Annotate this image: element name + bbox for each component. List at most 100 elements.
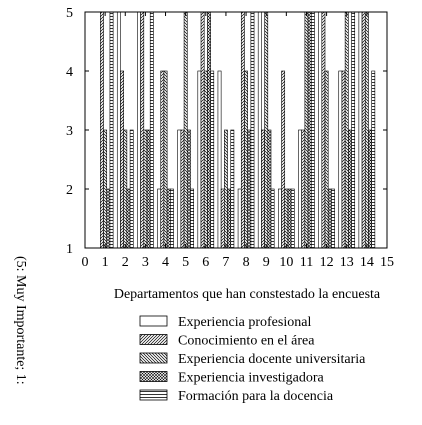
x-tick-label: 0: [82, 255, 89, 270]
bar-dept-8-series-5: [250, 11, 255, 249]
legend-label-series-5: Formación para la docencia: [178, 389, 334, 404]
x-tick-label: 13: [340, 255, 354, 270]
bar-dept-14-series-3: [364, 11, 369, 249]
legend-swatch-series-5: [139, 389, 168, 401]
bar-dept-9-series-3: [264, 11, 269, 249]
y-axis: 1 2 3 4 5: [66, 6, 387, 257]
legend-label-series-4: Experiencia investigadora: [178, 371, 325, 386]
legend-label-series-3: Experiencia docente universitaria: [178, 352, 366, 367]
bar-dept-13-series-2: [341, 70, 346, 249]
legend-label-series-2: Conocimiento en el área: [178, 334, 315, 349]
bar-dept-7-series-4: [227, 188, 232, 249]
bar-dept-11-series-4: [307, 11, 312, 249]
x-tick-label: 6: [202, 255, 209, 270]
bar-dept-4-series-3: [163, 70, 168, 249]
x-tick-label: 14: [360, 255, 374, 270]
bar-dept-3-series-3: [143, 129, 148, 249]
bar-dept-14-series-2: [361, 11, 366, 249]
bar-dept-10-series-5: [290, 188, 295, 249]
bar-dept-9-series-1: [257, 11, 262, 249]
plot-area: [85, 12, 387, 248]
bar-dept-11-series-2: [301, 129, 306, 249]
bar-dept-9-series-2: [261, 129, 265, 249]
legend-swatch-series-3: [139, 352, 168, 364]
bar-dept-5-series-4: [186, 129, 191, 249]
x-tick-label: 11: [300, 255, 313, 270]
y-tick-label: 4: [66, 65, 73, 80]
bar-dept-8-series-1: [237, 188, 242, 249]
x-tick-label: 12: [320, 255, 334, 270]
x-tick-label: 15: [380, 255, 394, 270]
y-tick-label: 5: [66, 6, 73, 21]
bar-dept-1-series-4: [106, 188, 111, 249]
y-axis-title: (5: Muy Importante; 1:: [13, 256, 28, 385]
x-axis: 0 1 2 3 4 5 6 7 8 9 10 11 12 13 14 15: [82, 12, 394, 270]
bar-dept-11-series-5: [310, 11, 315, 249]
x-tick-label: 9: [263, 255, 270, 270]
x-tick-label: 8: [243, 255, 250, 270]
bar-dept-13-series-4: [348, 129, 352, 249]
bar-dept-5-series-1: [177, 129, 182, 249]
bar-dept-8-series-4: [247, 129, 252, 249]
bar-dept-6-series-2: [200, 11, 205, 249]
bar-dept-7-series-3: [224, 129, 228, 249]
bar-dept-9-series-5: [270, 188, 275, 249]
y-tick-label: 1: [66, 242, 73, 257]
x-tick-label: 1: [102, 255, 109, 270]
legend-swatch-series-4: [139, 371, 168, 382]
bar-dept-12-series-3: [324, 70, 329, 249]
bar-dept-8-series-3: [244, 70, 248, 249]
bar-dept-12-series-1: [318, 11, 323, 249]
bar-dept-6-series-5: [210, 70, 215, 249]
x-tick-label: 5: [182, 255, 189, 270]
bar-dept-13-series-1: [338, 70, 343, 249]
bar-dept-12-series-2: [321, 11, 326, 249]
bar-dept-2-series-5: [129, 129, 134, 249]
bar-dept-11-series-1: [298, 129, 302, 249]
bar-dept-7-series-5: [230, 129, 235, 249]
bar-dept-10-series-3: [284, 188, 289, 249]
bar-dept-2-series-1: [116, 11, 121, 249]
bar-dept-13-series-5: [351, 11, 356, 249]
legend-swatch-series-2: [139, 334, 168, 345]
legend: Experiencia profesional Conocimiento en e…: [139, 315, 366, 404]
y-tick-label: 2: [66, 183, 73, 198]
x-tick-label: 2: [122, 255, 129, 270]
bar-dept-2-series-2: [120, 70, 124, 249]
y-tick-label: 3: [66, 124, 73, 139]
bar-dept-4-series-5: [170, 188, 174, 249]
bar-dept-3-series-2: [140, 11, 145, 249]
bar-dept-1-series-3: [103, 129, 108, 249]
bar-dept-10-series-4: [287, 188, 292, 249]
bar-dept-1-series-5: [109, 11, 114, 249]
bar-dept-1-series-2: [100, 11, 104, 249]
bar-dept-12-series-5: [331, 188, 335, 249]
legend-swatch-series-1: [139, 315, 168, 327]
bar-dept-6-series-4: [207, 11, 211, 249]
bar-dept-5-series-2: [180, 129, 185, 249]
x-tick-label: 10: [279, 255, 293, 270]
bar-dept-4-series-2: [160, 70, 165, 249]
bar-dept-8-series-2: [240, 11, 245, 249]
bar-dept-4-series-4: [166, 188, 171, 249]
bar-dept-2-series-3: [123, 129, 128, 249]
bar-dept-2-series-4: [126, 188, 131, 249]
bar-dept-13-series-3: [344, 11, 349, 249]
bar-dept-7-series-1: [217, 70, 222, 249]
bar-dept-7-series-2: [220, 188, 225, 249]
bar-dept-5-series-5: [190, 188, 194, 249]
bar-dept-3-series-4: [146, 129, 151, 249]
bar-dept-6-series-1: [197, 70, 202, 249]
bar-dept-9-series-4: [267, 129, 272, 249]
bar-dept-14-series-1: [358, 11, 363, 249]
bar-dept-11-series-3: [304, 11, 309, 249]
bar-dept-3-series-5: [149, 11, 154, 249]
bar-dept-10-series-2: [281, 70, 286, 249]
legend-label-series-1: Experiencia profesional: [178, 315, 311, 330]
bar-dept-12-series-4: [327, 188, 332, 249]
bar-dept-14-series-4: [368, 129, 372, 249]
bar-dept-3-series-1: [137, 11, 141, 249]
x-tick-label: 3: [142, 255, 149, 270]
bar-dept-6-series-3: [203, 70, 208, 249]
